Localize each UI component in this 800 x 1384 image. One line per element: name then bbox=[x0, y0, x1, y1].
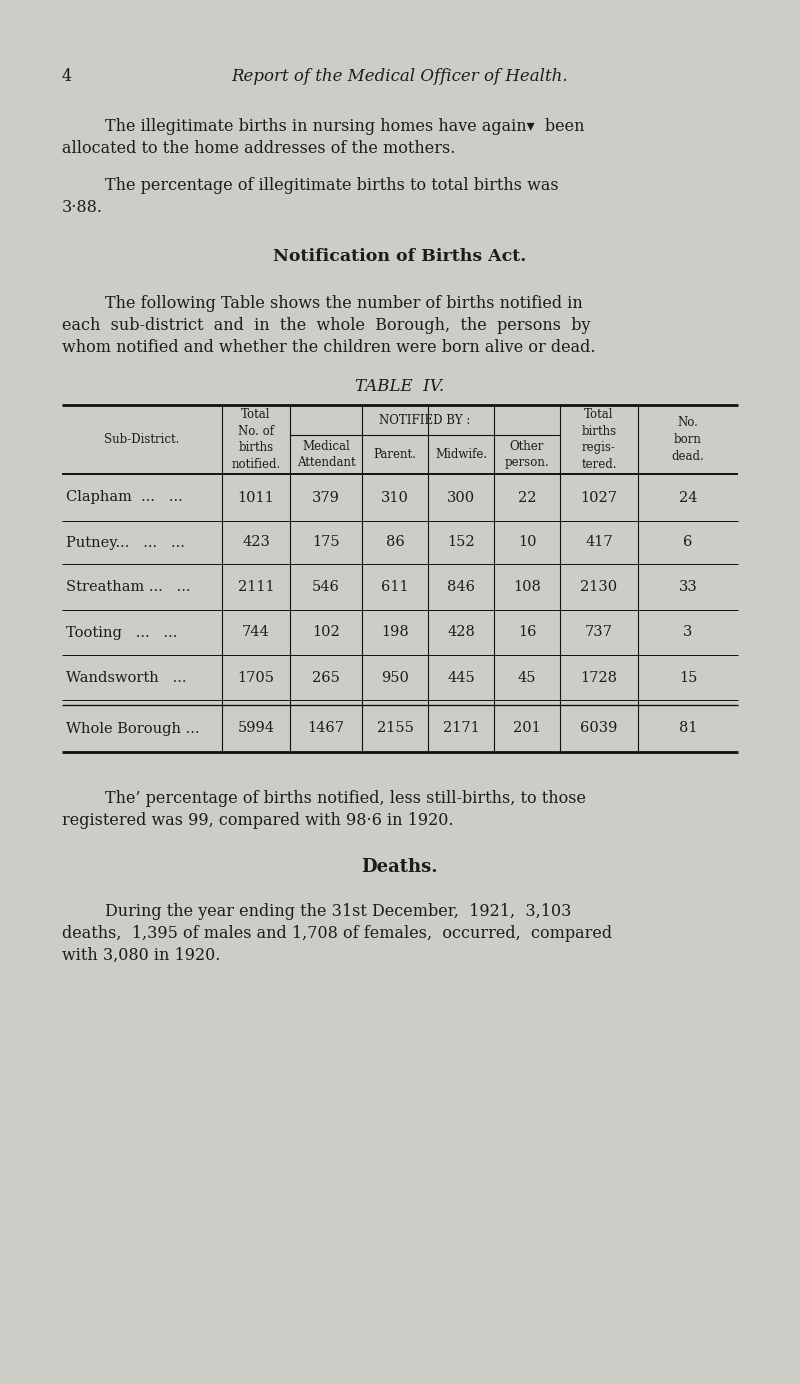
Text: 737: 737 bbox=[585, 626, 613, 639]
Text: 445: 445 bbox=[447, 670, 475, 685]
Text: The’ percentage of births notified, less still-births, to those: The’ percentage of births notified, less… bbox=[105, 790, 586, 807]
Text: 300: 300 bbox=[447, 490, 475, 505]
Text: The illegitimate births in nursing homes have again▾  been: The illegitimate births in nursing homes… bbox=[105, 118, 585, 136]
Text: 175: 175 bbox=[312, 536, 340, 549]
Text: Total
births
regis-
tered.: Total births regis- tered. bbox=[582, 408, 617, 471]
Text: 24: 24 bbox=[678, 490, 698, 505]
Text: The percentage of illegitimate births to total births was: The percentage of illegitimate births to… bbox=[105, 177, 558, 194]
Text: 86: 86 bbox=[386, 536, 404, 549]
Text: Sub-District.: Sub-District. bbox=[104, 433, 180, 446]
Text: Putney...   ...   ...: Putney... ... ... bbox=[66, 536, 185, 549]
Text: No.
born
dead.: No. born dead. bbox=[672, 417, 704, 462]
Text: 611: 611 bbox=[381, 580, 409, 594]
Text: deaths,  1,395 of males and 1,708 of females,  occurred,  compared: deaths, 1,395 of males and 1,708 of fema… bbox=[62, 925, 612, 943]
Text: Whole Borough ...: Whole Borough ... bbox=[66, 721, 199, 735]
Text: whom notified and whether the children were born alive or dead.: whom notified and whether the children w… bbox=[62, 339, 595, 356]
Text: 108: 108 bbox=[513, 580, 541, 594]
Text: 846: 846 bbox=[447, 580, 475, 594]
Text: 33: 33 bbox=[678, 580, 698, 594]
Text: 950: 950 bbox=[381, 670, 409, 685]
Text: 102: 102 bbox=[312, 626, 340, 639]
Text: 45: 45 bbox=[518, 670, 536, 685]
Text: 6: 6 bbox=[683, 536, 693, 549]
Text: each  sub-district  and  in  the  whole  Borough,  the  persons  by: each sub-district and in the whole Borou… bbox=[62, 317, 590, 334]
Text: 3·88.: 3·88. bbox=[62, 199, 103, 216]
Text: 379: 379 bbox=[312, 490, 340, 505]
Text: 1027: 1027 bbox=[581, 490, 618, 505]
Text: 2171: 2171 bbox=[442, 721, 479, 735]
Text: Deaths.: Deaths. bbox=[362, 858, 438, 876]
Text: Total
No. of
births
notified.: Total No. of births notified. bbox=[231, 408, 281, 471]
Text: allocated to the home addresses of the mothers.: allocated to the home addresses of the m… bbox=[62, 140, 455, 156]
Text: 22: 22 bbox=[518, 490, 536, 505]
Text: 1728: 1728 bbox=[581, 670, 618, 685]
Text: 16: 16 bbox=[518, 626, 536, 639]
Text: Wandsworth   ...: Wandsworth ... bbox=[66, 670, 186, 685]
Text: 2111: 2111 bbox=[238, 580, 274, 594]
Text: The following Table shows the number of births notified in: The following Table shows the number of … bbox=[105, 295, 582, 311]
Text: Medical
Attendant: Medical Attendant bbox=[297, 440, 355, 469]
Text: 5994: 5994 bbox=[238, 721, 274, 735]
Text: 2130: 2130 bbox=[581, 580, 618, 594]
Text: 1467: 1467 bbox=[307, 721, 345, 735]
Text: Streatham ...   ...: Streatham ... ... bbox=[66, 580, 190, 594]
Text: 3: 3 bbox=[683, 626, 693, 639]
Text: 417: 417 bbox=[585, 536, 613, 549]
Text: Tooting   ...   ...: Tooting ... ... bbox=[66, 626, 178, 639]
Text: with 3,080 in 1920.: with 3,080 in 1920. bbox=[62, 947, 220, 965]
Text: 2155: 2155 bbox=[377, 721, 414, 735]
Text: 152: 152 bbox=[447, 536, 475, 549]
Text: 201: 201 bbox=[513, 721, 541, 735]
Text: 546: 546 bbox=[312, 580, 340, 594]
Text: 4: 4 bbox=[62, 68, 72, 84]
Text: 265: 265 bbox=[312, 670, 340, 685]
Text: Clapham  ...   ...: Clapham ... ... bbox=[66, 490, 182, 505]
Text: 1705: 1705 bbox=[238, 670, 274, 685]
Text: During the year ending the 31st December,  1921,  3,103: During the year ending the 31st December… bbox=[105, 902, 571, 920]
Text: 428: 428 bbox=[447, 626, 475, 639]
Text: 81: 81 bbox=[678, 721, 698, 735]
Text: NOTIFIED BY :: NOTIFIED BY : bbox=[379, 414, 470, 426]
Text: 198: 198 bbox=[381, 626, 409, 639]
Text: registered was 99, compared with 98·6 in 1920.: registered was 99, compared with 98·6 in… bbox=[62, 812, 454, 829]
Text: 1011: 1011 bbox=[238, 490, 274, 505]
Text: TABLE  IV.: TABLE IV. bbox=[355, 378, 445, 394]
Text: Other
person.: Other person. bbox=[505, 440, 550, 469]
Text: Midwife.: Midwife. bbox=[435, 448, 487, 461]
Text: 10: 10 bbox=[518, 536, 536, 549]
Text: 423: 423 bbox=[242, 536, 270, 549]
Text: Report of the Medical Officer of Health.: Report of the Medical Officer of Health. bbox=[232, 68, 568, 84]
Text: 6039: 6039 bbox=[580, 721, 618, 735]
Text: 744: 744 bbox=[242, 626, 270, 639]
Text: Notification of Births Act.: Notification of Births Act. bbox=[274, 248, 526, 264]
Text: 310: 310 bbox=[381, 490, 409, 505]
Text: Parent.: Parent. bbox=[374, 448, 417, 461]
Text: 15: 15 bbox=[679, 670, 697, 685]
